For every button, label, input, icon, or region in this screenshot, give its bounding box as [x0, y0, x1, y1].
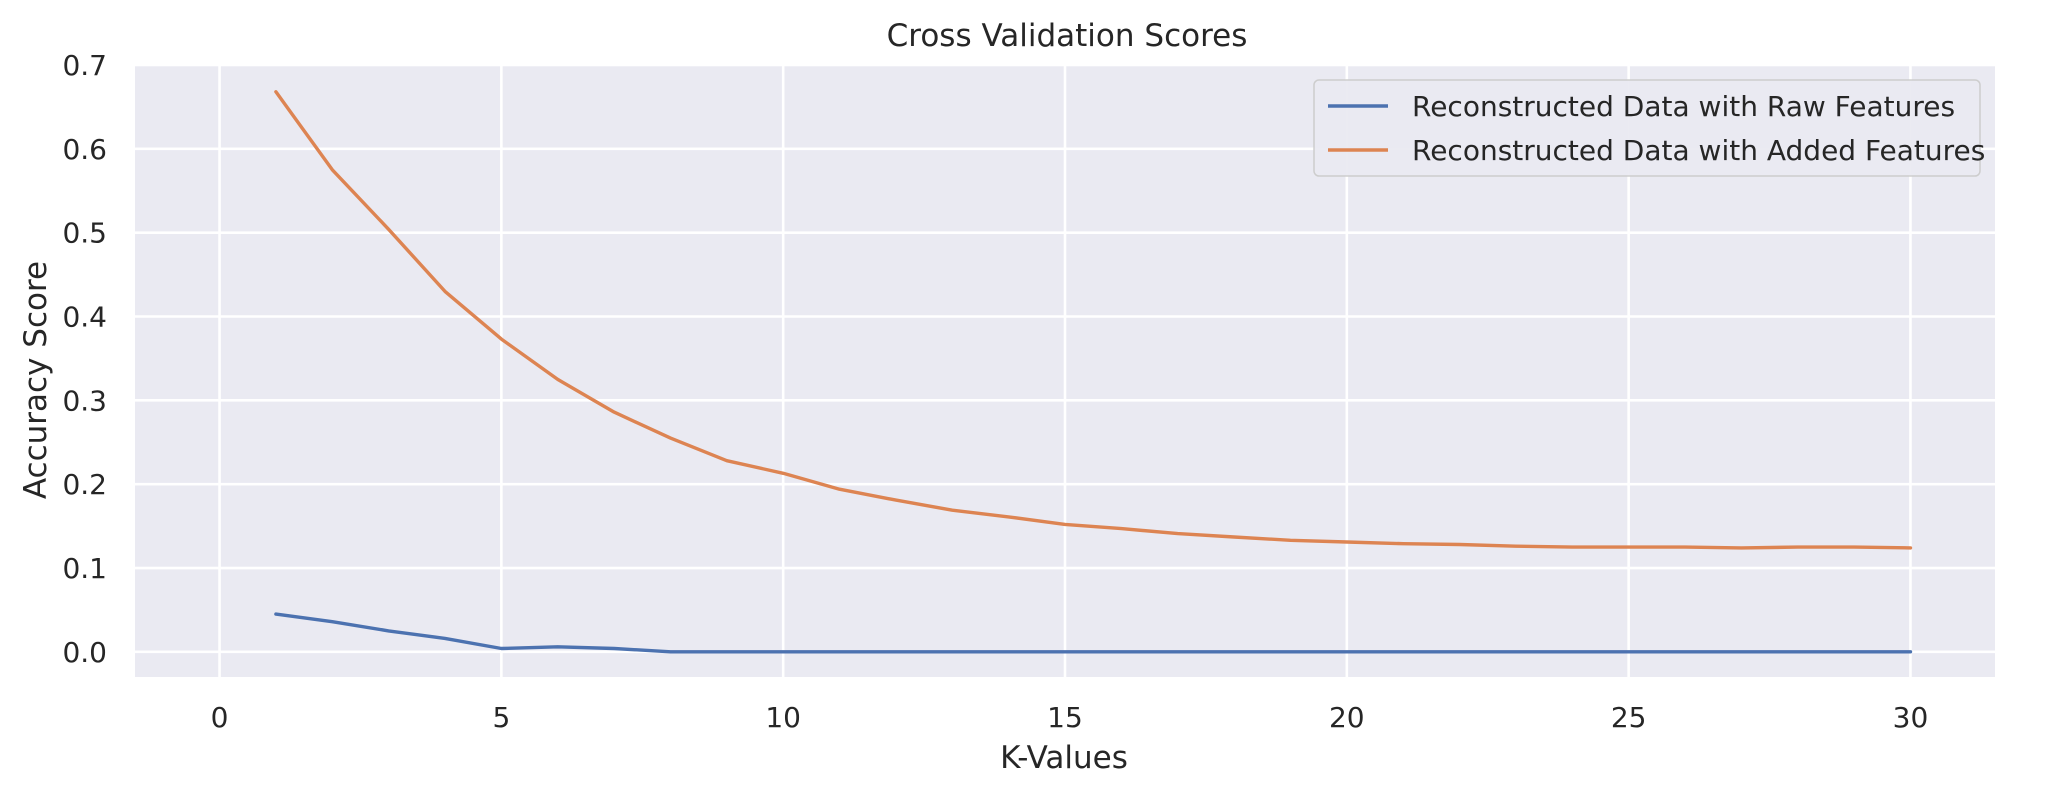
- y-tick-label: 0.1: [62, 552, 107, 585]
- legend-box: [1313, 79, 1981, 177]
- x-tick-label: 5: [492, 701, 510, 734]
- y-tick-label: 0.2: [62, 468, 107, 501]
- y-tick-label: 0.0: [62, 636, 107, 669]
- y-tick-label: 0.4: [62, 301, 107, 334]
- y-tick-label: 0.5: [62, 217, 107, 250]
- x-gridlines: [218, 65, 1912, 677]
- y-tick-label: 0.6: [62, 133, 107, 166]
- series-line-2: [274, 90, 1913, 550]
- series-line-1: [274, 612, 1913, 654]
- x-tick-label: 25: [1611, 701, 1647, 734]
- y-tick-labels: 0.0 0.1 0.2 0.3 0.4 0.5 0.6 0.7: [62, 49, 107, 669]
- x-tick-labels: 0 5 10 15 20 25 30: [211, 701, 1929, 734]
- x-axis-label: K-Values: [1000, 740, 1128, 776]
- x-tick-label: 20: [1329, 701, 1365, 734]
- y-axis-label: Accuracy Score: [18, 261, 54, 499]
- x-tick-label: 0: [211, 701, 229, 734]
- x-tick-label: 30: [1893, 701, 1929, 734]
- x-tick-label: 15: [1047, 701, 1083, 734]
- y-tick-label: 0.3: [62, 384, 107, 417]
- y-gridlines: [135, 63, 1995, 654]
- legend-label-2: Reconstructed Data with Added Features: [1412, 134, 1985, 167]
- series-lines: [274, 90, 1913, 654]
- y-tick-label: 0.7: [62, 49, 107, 82]
- legend-label-1: Reconstructed Data with Raw Features: [1412, 90, 1955, 123]
- x-tick-label: 10: [765, 701, 801, 734]
- chart-title: Cross Validation Scores: [887, 18, 1248, 54]
- legend: Reconstructed Data with Raw Features Reco…: [1313, 79, 1985, 177]
